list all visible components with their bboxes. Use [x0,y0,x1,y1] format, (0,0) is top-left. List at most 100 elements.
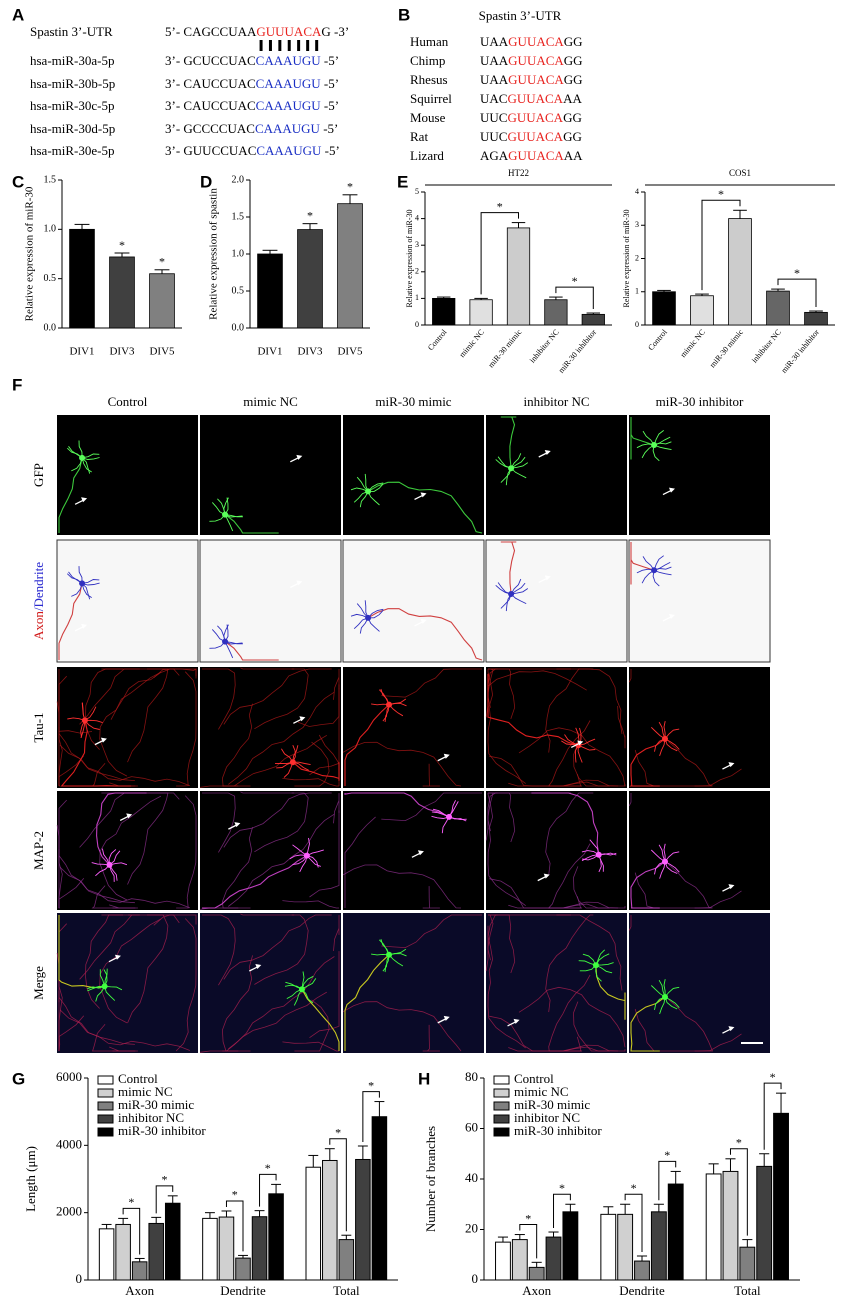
dendrite [368,609,384,619]
soma [446,813,453,820]
sequence-part: GUUACA [508,148,564,163]
arrowhead [513,1018,520,1024]
background-neurite [202,792,236,853]
bar [235,1257,251,1281]
row-label: Axon/Dendrite [31,562,46,640]
background-neurite [422,763,440,787]
background-neurite [85,914,123,1009]
background-neurite [228,813,335,907]
background-neurite [634,872,742,909]
x-tick-label: Axon [125,1283,154,1298]
row-label-part: Merge [31,966,46,1000]
background-neurite [99,918,162,1024]
arrowhead [81,497,88,503]
y-tick-label: 0 [415,320,419,329]
legend-swatch [97,1101,114,1111]
background-neurite [58,849,135,904]
dendrite [104,986,116,1001]
significance: * [559,1181,565,1195]
background-neurite [221,955,253,1052]
species-name: Chimp [410,53,445,68]
background-neurite [547,720,591,787]
species-name: Mouse [410,110,446,125]
axon [224,514,279,534]
axon [292,761,340,781]
micrograph [485,539,628,663]
significance-bracket [480,212,519,295]
axon [224,641,279,661]
arrowhead [443,1015,450,1021]
sequence: UACGUUACAAA [480,91,582,106]
arrowhead [417,850,424,856]
micrograph [56,791,198,910]
bar [650,1211,667,1281]
sequence: AGAGUUACAAA [480,148,583,163]
species-name: Squirrel [410,91,452,106]
mirna-name: hsa-miR-30b-5p [30,76,115,91]
dendrite [81,702,86,721]
bar [545,1236,562,1281]
significance: * [525,1211,531,1225]
background-neurite [222,991,328,1052]
micrograph [56,667,198,788]
dendrite [510,453,522,469]
dendrite [582,953,597,966]
micrograph-background [629,667,770,788]
micrograph-background [628,539,771,663]
background-neurite [547,843,591,909]
x-tick-label: Axon [522,1283,551,1298]
dendrite [301,971,305,990]
soma [79,580,86,587]
x-tick-label: Dendrite [619,1283,665,1298]
x-tick-label: inhibitor NC [528,328,561,365]
significance-bracket [624,1193,643,1253]
sequence-part: AA [564,148,583,163]
sequence-part: GUUUACA [256,24,322,39]
micrograph [485,913,627,1053]
background-neurite [109,1046,138,1052]
micrograph-background [486,415,627,535]
sequence-part: UAA [480,53,509,68]
background-neurite [309,810,340,898]
background-neurite [309,951,340,1039]
background-neurite [99,795,162,901]
dendrite [109,850,121,866]
y-tick-label: 0.0 [232,322,245,333]
micrograph [342,791,484,910]
bar [469,299,493,326]
dendrite [66,447,83,459]
background-neurite [342,864,462,909]
arrowhead [420,618,427,624]
dendrite [82,453,100,459]
significance: * [736,1136,742,1150]
significance-bracket [777,278,817,308]
legend-swatch [493,1075,510,1085]
significance-bracket [763,1082,782,1150]
dendrite [224,514,243,518]
significance: * [664,1148,670,1162]
legend-label: mimic NC [118,1084,173,1099]
x-tick-label: Total [734,1283,761,1298]
significance: * [631,1181,637,1195]
dendrite [578,960,597,966]
dendrite [659,861,666,879]
background-neurite [381,792,482,822]
species-name: Rat [410,129,428,144]
sequence-part: UAA [480,34,509,49]
background-neurite [556,914,623,991]
legend-swatch [97,1127,114,1137]
dendrite [510,593,527,605]
dendrite [653,569,672,576]
background-neurite [545,914,594,1013]
arrowhead [126,813,133,819]
dendrite [577,745,583,763]
background-neurite [297,684,340,727]
background-neurite [202,668,236,730]
background-neurite [342,1001,462,1052]
soma [595,851,602,858]
sequence-part: UAC [480,91,507,106]
bar [528,1266,545,1281]
sequence-part: -5’ [321,53,339,68]
background-neurite [228,691,335,785]
dendrite [104,985,123,991]
